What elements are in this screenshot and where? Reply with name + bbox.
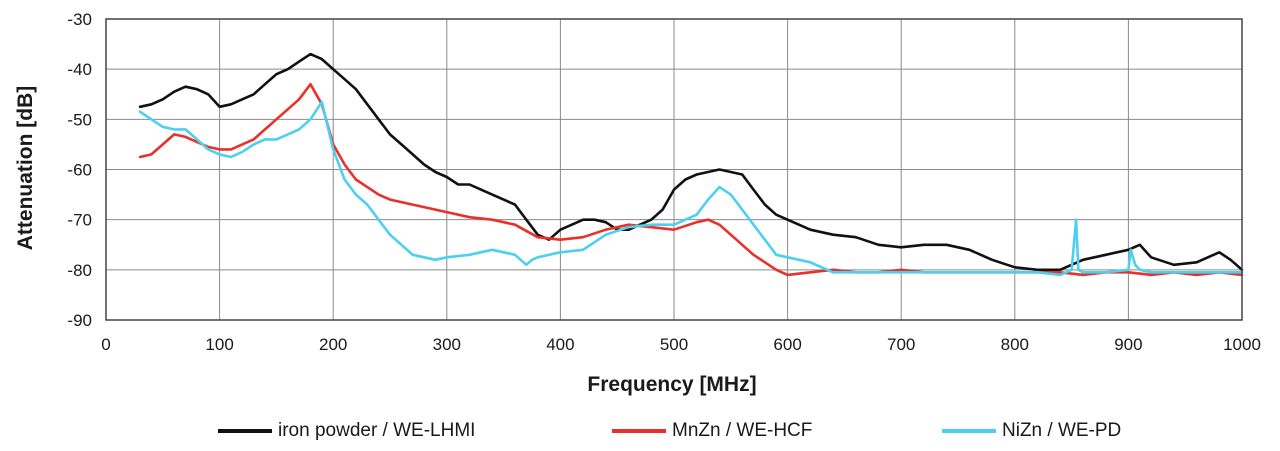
y-tick-label: -90 (67, 311, 92, 330)
x-tick-label: 800 (1001, 335, 1029, 354)
legend-item-mnzn: MnZn / WE-HCF (612, 416, 812, 446)
x-tick-label: 600 (773, 335, 801, 354)
plot-frame (105, 18, 1243, 321)
y-tick-labels: -30 -40 -50 -60 -70 -80 -90 (67, 10, 92, 330)
legend-label-nizn: NiZn / WE-PD (1002, 420, 1122, 441)
y-tick-label: -50 (67, 110, 92, 129)
x-tick-label: 1000 (1223, 335, 1261, 354)
x-tick-label: 400 (546, 335, 574, 354)
y-tick-label: -70 (67, 211, 92, 230)
legend-item-iron-powder: iron powder / WE-LHMI (218, 416, 475, 446)
y-tick-label: -80 (67, 261, 92, 280)
x-axis-title: Frequency [MHz] (587, 373, 756, 396)
y-axis-title: Attenuation [dB] (14, 86, 37, 250)
series-lines (138, 52, 1244, 277)
legend-swatch-nizn (942, 429, 996, 433)
legend-swatch-iron-powder (218, 429, 272, 433)
x-tick-label: 100 (205, 335, 233, 354)
y-tick-label: -60 (67, 161, 92, 180)
series-line-0 (138, 52, 1244, 272)
series-line-2 (138, 100, 1244, 277)
legend-label-mnzn: MnZn / WE-HCF (672, 420, 813, 441)
legend: iron powder / WE-LHMI MnZn / WE-HCF NiZn… (0, 416, 1280, 446)
x-tick-label: 900 (1114, 335, 1142, 354)
x-tick-label: 500 (660, 335, 688, 354)
x-tick-label: 700 (887, 335, 915, 354)
legend-label-iron-powder: iron powder / WE-LHMI (278, 420, 476, 441)
x-tick-label: 300 (433, 335, 461, 354)
x-tick-labels: 0 100 200 300 400 500 600 700 800 900 1000 (101, 335, 1261, 354)
legend-item-nizn: NiZn / WE-PD (942, 416, 1121, 446)
x-tick-label: 0 (101, 335, 110, 354)
legend-swatch-mnzn (612, 429, 666, 433)
x-tick-label: 200 (319, 335, 347, 354)
y-tick-label: -30 (67, 10, 92, 29)
y-tick-label: -40 (67, 60, 92, 79)
